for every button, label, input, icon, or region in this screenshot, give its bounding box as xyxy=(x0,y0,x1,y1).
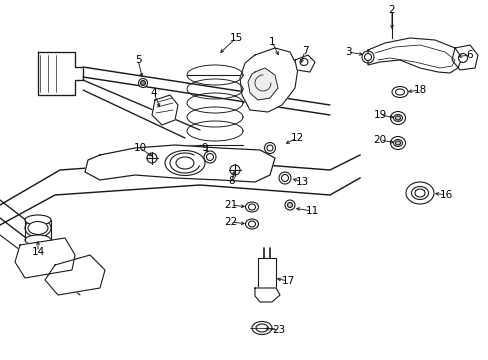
Polygon shape xyxy=(152,95,178,125)
Ellipse shape xyxy=(281,175,288,181)
Ellipse shape xyxy=(251,321,271,334)
Ellipse shape xyxy=(25,215,51,225)
Ellipse shape xyxy=(279,172,290,184)
Text: 8: 8 xyxy=(228,176,235,186)
Text: 7: 7 xyxy=(301,46,307,56)
Ellipse shape xyxy=(206,153,213,161)
Text: 20: 20 xyxy=(373,135,386,145)
Ellipse shape xyxy=(140,81,145,85)
Text: 22: 22 xyxy=(224,217,237,227)
Text: 1: 1 xyxy=(268,37,275,47)
Ellipse shape xyxy=(147,153,157,163)
Ellipse shape xyxy=(287,202,292,207)
Ellipse shape xyxy=(164,150,204,175)
Text: 10: 10 xyxy=(133,143,146,153)
Polygon shape xyxy=(254,288,280,302)
Text: 15: 15 xyxy=(229,33,242,43)
Ellipse shape xyxy=(393,114,402,122)
Ellipse shape xyxy=(256,324,267,332)
Polygon shape xyxy=(45,255,105,295)
Polygon shape xyxy=(294,55,314,72)
Ellipse shape xyxy=(138,78,147,87)
Text: 6: 6 xyxy=(466,50,472,60)
Ellipse shape xyxy=(245,219,258,229)
Ellipse shape xyxy=(264,143,275,153)
Ellipse shape xyxy=(25,235,51,245)
Ellipse shape xyxy=(229,165,240,175)
Polygon shape xyxy=(38,52,83,95)
Polygon shape xyxy=(15,238,75,278)
Ellipse shape xyxy=(458,54,467,63)
Text: 14: 14 xyxy=(31,247,44,257)
Text: 16: 16 xyxy=(439,190,452,200)
Ellipse shape xyxy=(285,200,294,210)
Text: 5: 5 xyxy=(134,55,141,65)
Ellipse shape xyxy=(266,145,272,151)
Polygon shape xyxy=(240,48,297,112)
Text: 11: 11 xyxy=(305,206,318,216)
Ellipse shape xyxy=(395,141,400,145)
Text: 3: 3 xyxy=(344,47,350,57)
Text: 12: 12 xyxy=(290,133,303,143)
Text: 9: 9 xyxy=(201,143,208,153)
Ellipse shape xyxy=(390,136,405,149)
Polygon shape xyxy=(85,145,274,182)
Text: 17: 17 xyxy=(281,276,294,286)
Ellipse shape xyxy=(25,219,51,237)
Ellipse shape xyxy=(361,51,373,63)
Text: 21: 21 xyxy=(224,200,237,210)
Ellipse shape xyxy=(248,204,255,210)
Polygon shape xyxy=(367,38,461,73)
Text: 2: 2 xyxy=(388,5,394,15)
Ellipse shape xyxy=(405,182,433,204)
Ellipse shape xyxy=(203,151,216,163)
Ellipse shape xyxy=(395,89,404,95)
Text: 4: 4 xyxy=(150,88,157,98)
Ellipse shape xyxy=(391,86,407,98)
Ellipse shape xyxy=(176,157,194,169)
Ellipse shape xyxy=(395,116,400,120)
Ellipse shape xyxy=(364,54,371,60)
Ellipse shape xyxy=(248,221,255,227)
Ellipse shape xyxy=(299,58,307,66)
Ellipse shape xyxy=(414,189,424,197)
Bar xyxy=(258,258,275,288)
Ellipse shape xyxy=(411,186,427,199)
Ellipse shape xyxy=(390,112,405,125)
Text: 13: 13 xyxy=(295,177,308,187)
Polygon shape xyxy=(451,45,477,70)
Polygon shape xyxy=(247,68,278,100)
Text: 18: 18 xyxy=(412,85,426,95)
Ellipse shape xyxy=(393,139,402,147)
Text: 19: 19 xyxy=(373,110,386,120)
Ellipse shape xyxy=(245,202,258,212)
Text: 23: 23 xyxy=(272,325,285,335)
Ellipse shape xyxy=(28,221,48,234)
